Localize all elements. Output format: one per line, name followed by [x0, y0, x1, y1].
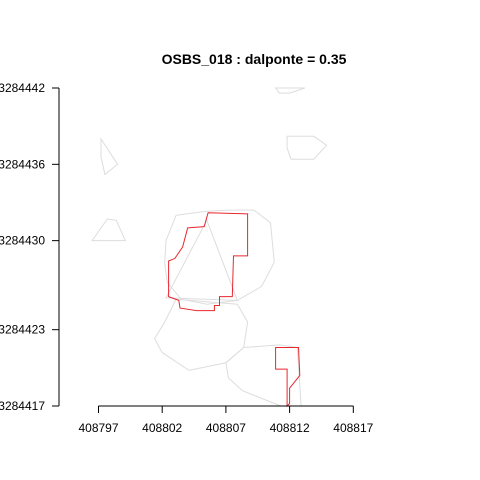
x-tick-label: 408807: [206, 421, 246, 435]
x-axis: 408797 408802 408807 408812 408817: [78, 405, 374, 435]
y-tick-label: 3284442: [0, 81, 45, 95]
predicted-crown-0: [274, 87, 306, 94]
y-tick-label: 3284436: [0, 157, 45, 171]
predicted-crown-4: [164, 209, 275, 305]
chart-title: OSBS_018 : dalponte = 0.35: [162, 51, 347, 67]
predicted-crown-6: [154, 298, 249, 371]
x-tick-label: 408802: [142, 421, 182, 435]
y-tick-label: 3284423: [0, 323, 45, 337]
predicted-crown-3: [91, 218, 127, 242]
x-tick-label: 408812: [270, 421, 310, 435]
x-tick-label: 408817: [333, 421, 373, 435]
crown-polygons: [91, 87, 328, 408]
ground-truth-crown-9: [275, 347, 301, 408]
predicted-crown-1: [286, 135, 328, 160]
y-tick-label: 3284430: [0, 234, 45, 248]
predicted-crown-2: [100, 137, 119, 176]
x-tick-label: 408797: [78, 421, 118, 435]
ground-truth-crown-8: [168, 212, 249, 312]
y-tick-label: 3284417: [0, 399, 45, 413]
predicted-crown-5: [165, 219, 239, 301]
y-axis: 3284417 3284423 3284430 3284436 3284442: [0, 81, 60, 413]
